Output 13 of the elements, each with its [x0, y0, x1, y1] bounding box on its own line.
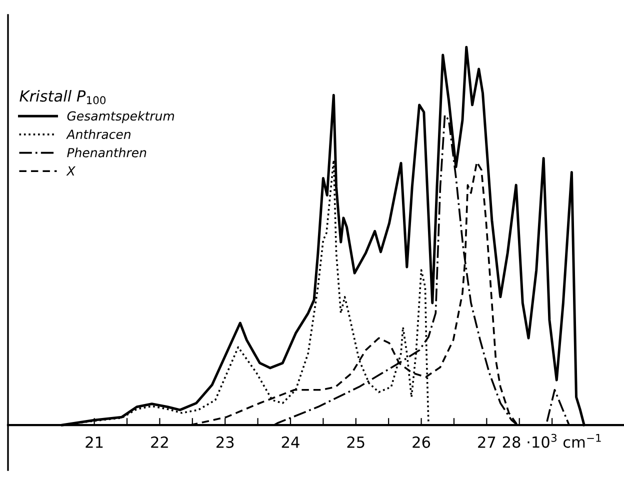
x-tick-label: 22: [151, 436, 168, 448]
x-tick-label: 27: [478, 436, 496, 448]
x-tick-label: 23: [216, 436, 234, 448]
legend-label: Anthracen: [66, 129, 130, 140]
x-tick-label: 26: [412, 436, 430, 448]
legend-label: Phenanthren: [67, 148, 146, 158]
x-tick-label: 24: [282, 436, 300, 448]
x-tick-label: 25: [347, 436, 364, 448]
legend-title: Kristall P$_{100}$: [20, 90, 106, 104]
x-tick-label: 21: [86, 436, 103, 448]
legend-label: X: [66, 166, 76, 176]
x-tick-label: 28 ·10$^{3}$ cm$^{−1}$: [502, 434, 601, 448]
legend-label: Gesamtspektrum: [67, 110, 174, 124]
